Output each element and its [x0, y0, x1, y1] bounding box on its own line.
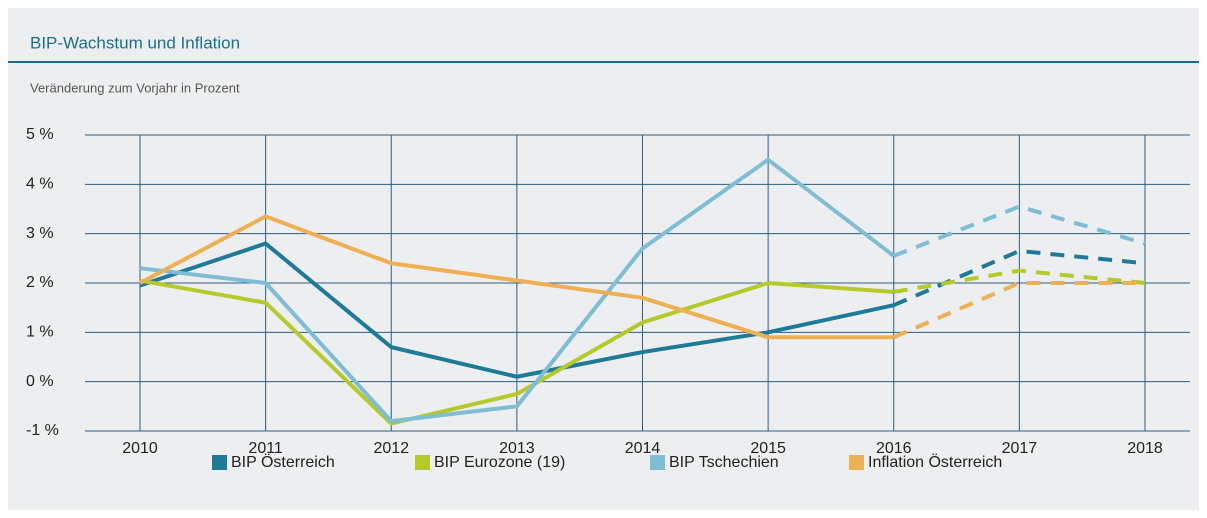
y-tick-label: 2 %	[26, 274, 54, 291]
x-tick-label: 2011	[248, 440, 283, 457]
chart-title: BIP-Wachstum und Inflation	[30, 33, 240, 52]
series-line	[139, 214, 894, 340]
x-tick-label: 2010	[122, 440, 158, 457]
y-tick-label: 0 %	[26, 373, 54, 390]
chart-subtitle: Veränderung zum Vorjahr in Prozent	[30, 80, 240, 95]
y-tick-label: 1 %	[26, 324, 54, 341]
forecast-line	[892, 248, 1146, 308]
x-tick-label: 2014	[625, 440, 661, 457]
x-tick-label: 2015	[750, 440, 786, 457]
y-tick-label: 3 %	[26, 225, 54, 242]
forecast-line	[893, 268, 1146, 294]
forecast-line	[893, 204, 1146, 258]
legend-swatch	[650, 455, 665, 470]
legend-label: BIP Österreich	[231, 453, 335, 471]
x-tick-label: 2017	[1002, 440, 1038, 457]
series-line	[139, 157, 895, 424]
panel	[8, 8, 1199, 510]
x-tick-label: 2012	[373, 440, 409, 457]
legend-label: BIP Tschechien	[669, 454, 779, 471]
legend-swatch	[415, 455, 430, 470]
legend-swatch	[849, 455, 864, 470]
x-tick-label: 2013	[499, 440, 535, 457]
series-line	[139, 241, 895, 379]
legend-swatch	[212, 455, 227, 470]
forecast-line	[892, 281, 1145, 340]
x-tick-label: 2018	[1127, 440, 1163, 457]
y-tick-label: 5 %	[26, 126, 54, 143]
legend-label: Inflation Österreich	[868, 453, 1002, 471]
series-line	[139, 278, 894, 426]
x-tick-label: 2016	[876, 440, 912, 457]
y-tick-label: 4 %	[26, 176, 54, 193]
legend-label: BIP Eurozone (19)	[434, 454, 565, 471]
y-tick-label: -1 %	[26, 422, 59, 439]
